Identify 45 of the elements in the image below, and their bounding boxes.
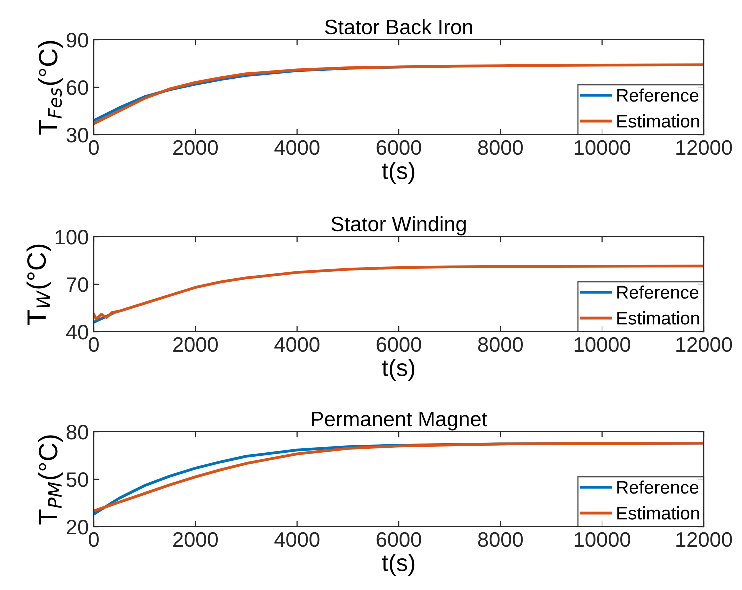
y-tick-label: 80 — [66, 425, 88, 440]
x-tick-label: 2000 — [174, 337, 218, 352]
y-tick-label: 70 — [67, 278, 88, 292]
x-tick-label: 0 — [89, 532, 99, 548]
x-tick-label: 8000 — [478, 337, 524, 352]
legend-label: Estimation — [618, 506, 700, 520]
x-tick-label: 0 — [89, 140, 99, 156]
x-axis-title: t(s) — [382, 359, 415, 382]
y-tick-label: 40 — [66, 325, 88, 340]
x-tick-label: 6000 — [376, 532, 422, 548]
x-tick-label: 10000 — [574, 532, 630, 548]
x-tick-label: 2000 — [174, 532, 218, 548]
x-tick-label: 2000 — [174, 140, 218, 156]
x-tick-label: 12000 — [676, 140, 732, 156]
chart-title: Stator Back Iron — [325, 19, 472, 35]
legend-label: Estimation — [618, 114, 700, 128]
legend-label: Reference — [618, 286, 699, 299]
x-axis-title: t(s) — [382, 162, 415, 184]
y-tick-label: 50 — [66, 472, 88, 488]
x-tick-label: 10000 — [574, 140, 630, 156]
y-axis-title: T$_{Fes}$(°C) — [38, 41, 63, 135]
x-tick-label: 8000 — [478, 140, 524, 156]
legend-label: Estimation — [618, 312, 700, 325]
y-tick-label: 20 — [67, 520, 88, 535]
chart-title: Stator Winding — [332, 216, 466, 236]
chart-title: Permanent Magnet — [312, 412, 488, 431]
x-tick-label: 12000 — [676, 532, 732, 548]
y-axis-title: T$_{PM}$(°C) — [38, 436, 63, 525]
x-tick-label: 4000 — [274, 337, 320, 352]
x-tick-label: 8000 — [478, 532, 524, 548]
x-axis-title: t(s) — [382, 554, 415, 576]
x-tick-label: 4000 — [274, 532, 320, 548]
legend-label: Reference — [618, 88, 699, 102]
y-tick-label: 60 — [67, 80, 88, 96]
x-tick-label: 6000 — [376, 140, 422, 156]
x-tick-label: 12000 — [676, 337, 732, 352]
legend-label: Reference — [618, 480, 699, 494]
y-tick-label: 90 — [66, 33, 88, 48]
y-tick-label: 30 — [66, 128, 88, 143]
x-tick-label: 0 — [89, 337, 99, 352]
y-axis-title: T$_{W}$(°C) — [26, 244, 52, 326]
x-tick-label: 10000 — [574, 337, 630, 352]
x-tick-label: 4000 — [274, 140, 320, 156]
y-tick-label: 100 — [56, 230, 88, 245]
x-tick-label: 6000 — [376, 337, 422, 352]
